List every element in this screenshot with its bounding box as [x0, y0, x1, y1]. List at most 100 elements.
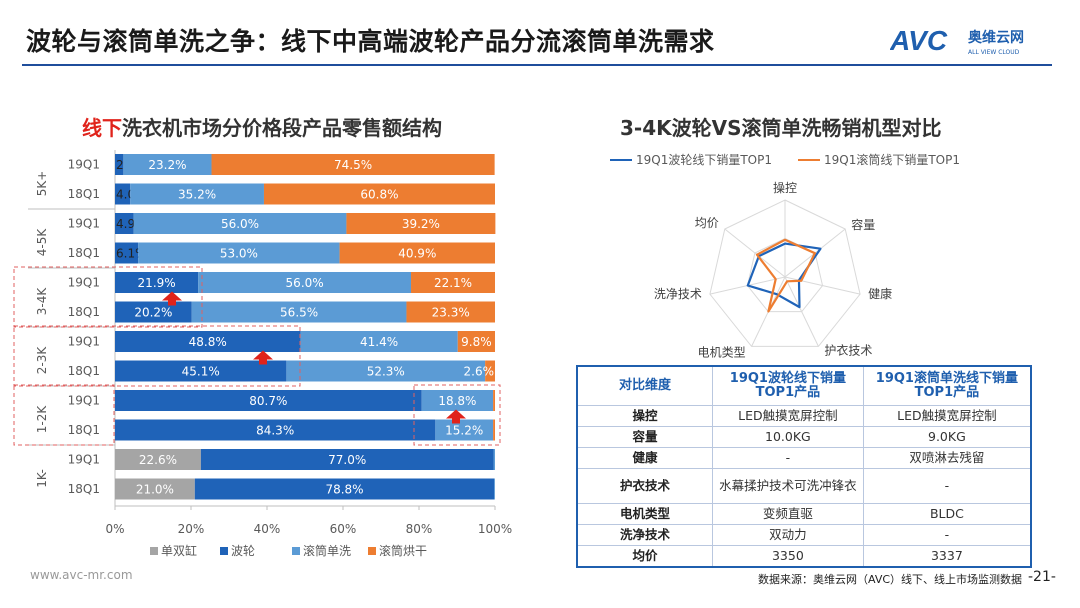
- row-label: 19Q1: [68, 453, 100, 467]
- radar-series-line: [755, 238, 816, 313]
- bar-segment: [493, 419, 495, 441]
- x-tick-label: 100%: [478, 522, 512, 536]
- radar-spoke: [784, 276, 861, 295]
- data-label: 77.0%: [328, 453, 366, 467]
- table-cell-guntong: 9.0KG: [862, 426, 1032, 448]
- table-header-guntong: 19Q1滚筒单洗线下销量TOP1产品: [862, 365, 1032, 406]
- data-label: 9.8%: [461, 335, 492, 349]
- bar-segment: [115, 213, 134, 234]
- bar-segment: [191, 301, 407, 323]
- table-header-dim: 对比维度: [576, 365, 713, 406]
- table-row: 操控 LED触摸宽屏控制 LED触摸宽屏控制: [576, 405, 1032, 427]
- radar-axis-label: 洗净技术: [654, 287, 702, 301]
- data-label: 56.0%: [221, 217, 259, 231]
- bar-segment: [263, 183, 495, 205]
- bar-segment: [211, 154, 495, 175]
- table-row: 健康 - 双喷淋去残留: [576, 447, 1032, 469]
- row-label: 18Q1: [68, 364, 100, 378]
- bar-segment: [411, 272, 495, 293]
- row-label: 18Q1: [68, 482, 100, 496]
- bar-segment: [115, 272, 199, 293]
- comparison-table: 对比维度 19Q1波轮线下销量TOP1产品 19Q1滚筒单洗线下销量TOP1产品…: [576, 365, 1032, 568]
- radar-axis-label: 容量: [851, 217, 875, 232]
- data-label: 39.2%: [402, 217, 440, 231]
- x-tick-label: 80%: [406, 522, 433, 536]
- row-label: 19Q1: [68, 158, 100, 172]
- table-row: 容量 10.0KG 9.0KG: [576, 426, 1032, 448]
- bar-segment: [493, 390, 495, 411]
- data-label: 60.8%: [360, 188, 398, 202]
- legend-label: 19Q1滚筒线下销量TOP1: [824, 152, 960, 167]
- bar-segment: [115, 360, 287, 382]
- right-chart-title: 3-4K波轮VS滚筒单洗畅销机型对比: [620, 116, 942, 140]
- table-header-row: 对比维度 19Q1波轮线下销量TOP1产品 19Q1滚筒单洗线下销量TOP1产品: [576, 365, 1032, 406]
- bar-segment: [123, 154, 212, 175]
- page-title: 波轮与滚筒单洗之争：线下中高端波轮产品分流滚筒单洗需求: [26, 27, 715, 56]
- radar-spoke: [724, 228, 786, 278]
- data-source-note: 数据来源：奥维云网（AVC）线下、线上市场监测数据: [758, 573, 1023, 586]
- bar-segment: [130, 183, 264, 205]
- bar-segment: [115, 331, 301, 352]
- data-label: 2.6%: [464, 365, 495, 379]
- row-label: 19Q1: [68, 394, 100, 408]
- row-label: 18Q1: [68, 246, 100, 260]
- data-label: 23.2%: [148, 158, 186, 172]
- up-arrow-icon: [253, 350, 273, 365]
- page-number: -21-: [1028, 569, 1056, 585]
- highlight-box: [413, 384, 501, 446]
- bar-segment: [457, 331, 495, 352]
- radar-grid: [709, 199, 861, 347]
- up-arrow-icon: [446, 409, 466, 424]
- logo-cn: 奥维云网: [968, 29, 1024, 46]
- table-cell-dim: 洗净技术: [576, 524, 713, 546]
- bar-segment: [339, 242, 495, 264]
- legend-swatch: [220, 547, 228, 555]
- row-label: 19Q1: [68, 217, 100, 231]
- bar-segment: [494, 478, 495, 500]
- table-cell-dim: 操控: [576, 405, 713, 427]
- table-cell-bolun: 水幕揉护技术可洗冲锋衣: [712, 468, 864, 504]
- row-label: 18Q1: [68, 423, 100, 437]
- group-label: 2-3K: [35, 346, 49, 375]
- table-cell-guntong: 双喷淋去残留: [862, 447, 1032, 469]
- table-cell-dim: 均价: [576, 545, 713, 568]
- left-chart-title: 线下洗衣机市场分价格段产品零售额结构: [82, 112, 442, 141]
- data-label: 21.9%: [138, 276, 176, 290]
- legend-label: 滚筒单洗: [303, 543, 351, 558]
- bar-segment: [485, 360, 495, 382]
- data-label: 78.8%: [325, 483, 363, 497]
- bar-segment: [115, 242, 139, 264]
- radar-axis-label: 操控: [773, 180, 797, 195]
- data-label: 41.4%: [360, 335, 398, 349]
- table-cell-dim: 护衣技术: [576, 468, 713, 504]
- bar-segment: [435, 419, 494, 441]
- data-label: 53.0%: [220, 247, 258, 261]
- row-label: 19Q1: [68, 335, 100, 349]
- left-chart-title-rest: 洗衣机市场分价格段产品零售额结构: [122, 116, 442, 140]
- table-row: 电机类型 变频直驱 BLDC: [576, 503, 1032, 525]
- data-label: 35.2%: [178, 188, 216, 202]
- table-cell-guntong: LED触摸宽屏控制: [862, 405, 1032, 427]
- group-label: 5K+: [35, 171, 49, 197]
- bar-segment: [421, 390, 494, 411]
- bar-segment: [115, 449, 201, 470]
- table-cell-guntong: BLDC: [862, 503, 1032, 525]
- bar-segment: [200, 449, 494, 470]
- table-cell-bolun: 双动力: [712, 524, 864, 546]
- data-label: 22.6%: [139, 453, 177, 467]
- radar-spoke: [784, 276, 819, 347]
- logo-en: ALL VIEW CLOUD: [968, 49, 1020, 56]
- row-label: 19Q1: [68, 276, 100, 290]
- radar-axis-label: 电机类型: [698, 345, 746, 359]
- x-tick-label: 40%: [254, 522, 281, 536]
- table-cell-guntong: 3337: [862, 545, 1032, 568]
- bar-segment: [115, 183, 131, 205]
- stacked-bar-chart: 19Q12.2%23.2%74.5%18Q14.0%35.2%60.8%19Q1…: [13, 150, 512, 558]
- group-label: 3-4K: [35, 287, 49, 316]
- bar-segment: [138, 242, 340, 264]
- table-cell-dim: 健康: [576, 447, 713, 469]
- x-tick-label: 60%: [330, 522, 357, 536]
- bar-segment: [115, 478, 195, 500]
- bar-segment: [115, 154, 124, 175]
